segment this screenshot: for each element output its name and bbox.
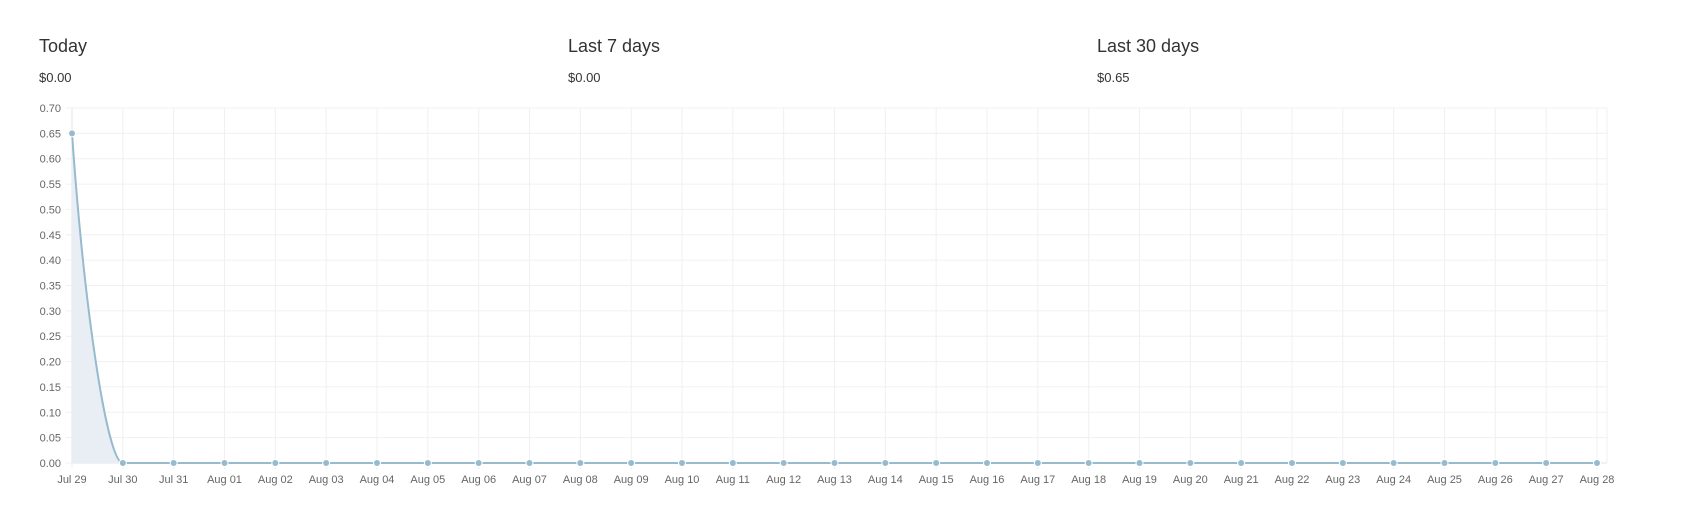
data-point bbox=[576, 459, 585, 467]
x-tick-label: Aug 07 bbox=[512, 474, 547, 486]
data-point bbox=[728, 459, 737, 467]
x-tick-label: Jul 29 bbox=[57, 474, 86, 486]
y-tick-label: 0.60 bbox=[40, 154, 61, 166]
x-tick-label: Aug 16 bbox=[970, 474, 1005, 486]
x-tick-label: Aug 17 bbox=[1020, 474, 1055, 486]
x-tick-label: Aug 01 bbox=[207, 474, 242, 486]
data-point bbox=[983, 459, 991, 467]
y-tick-label: 0.50 bbox=[40, 204, 61, 216]
y-tick-label: 0.40 bbox=[40, 255, 61, 267]
data-point bbox=[1440, 459, 1449, 467]
x-tick-label: Aug 04 bbox=[360, 474, 395, 486]
data-point bbox=[220, 459, 229, 467]
data-point bbox=[118, 459, 127, 467]
x-tick-label: Aug 03 bbox=[309, 474, 344, 486]
y-tick-label: 0.65 bbox=[40, 128, 61, 140]
data-point bbox=[881, 459, 890, 467]
x-tick-label: Aug 06 bbox=[461, 474, 496, 486]
x-tick-label: Aug 05 bbox=[410, 474, 445, 486]
data-point bbox=[271, 459, 280, 467]
y-axis-ticks: 0.00 0.05 0.10 0.15 0.20 0.25 0.30 0.35 0.40 0.45… bbox=[40, 103, 61, 470]
x-tick-label: Aug 28 bbox=[1580, 474, 1615, 486]
stat-today: Today $0.00 bbox=[39, 36, 87, 85]
y-tick-label: 0.45 bbox=[40, 230, 61, 242]
stats-row: Today $0.00 Last 7 days $0.00 Last 30 da… bbox=[39, 36, 1659, 96]
x-tick-label: Aug 09 bbox=[614, 474, 649, 486]
y-tick-label: 0.70 bbox=[40, 103, 61, 115]
x-tick-label: Aug 12 bbox=[766, 474, 801, 486]
data-point bbox=[1593, 459, 1601, 467]
chart-points bbox=[68, 129, 1601, 467]
x-tick-label: Aug 24 bbox=[1376, 474, 1411, 486]
data-point bbox=[1389, 459, 1398, 467]
x-tick-label: Aug 14 bbox=[868, 474, 903, 486]
stat-today-label: Today bbox=[39, 36, 88, 56]
y-tick-label: 0.10 bbox=[40, 407, 61, 419]
data-point bbox=[627, 459, 636, 467]
x-tick-label: Aug 18 bbox=[1071, 474, 1106, 486]
stat-today-value: $0.00 bbox=[39, 70, 72, 85]
y-tick-label: 0.00 bbox=[40, 458, 61, 470]
data-point bbox=[830, 459, 839, 467]
y-tick-label: 0.05 bbox=[40, 433, 61, 445]
x-tick-label: Jul 30 bbox=[108, 474, 137, 486]
y-tick-label: 0.20 bbox=[40, 357, 61, 369]
x-tick-label: Aug 08 bbox=[563, 474, 598, 486]
x-tick-label: Aug 21 bbox=[1224, 474, 1259, 486]
x-tick-label: Aug 25 bbox=[1427, 474, 1462, 486]
x-tick-label: Aug 23 bbox=[1325, 474, 1360, 486]
y-tick-label: 0.15 bbox=[40, 382, 61, 394]
y-tick-label: 0.55 bbox=[40, 179, 61, 191]
x-tick-label: Aug 27 bbox=[1529, 474, 1564, 486]
data-point bbox=[1135, 459, 1144, 467]
x-tick-label: Aug 20 bbox=[1173, 474, 1208, 486]
stat-last-30-days-value: $0.65 bbox=[1097, 70, 1130, 85]
data-point bbox=[1491, 459, 1500, 467]
data-point bbox=[1186, 459, 1195, 467]
data-point bbox=[1338, 459, 1347, 467]
y-tick-label: 0.25 bbox=[40, 331, 61, 343]
data-point bbox=[779, 459, 788, 467]
x-tick-label: Aug 26 bbox=[1478, 474, 1513, 486]
chart-grid bbox=[66, 107, 1608, 469]
stat-last-7-days-value: $0.00 bbox=[568, 70, 601, 85]
y-tick-label: 0.35 bbox=[40, 281, 61, 293]
x-tick-label: Aug 10 bbox=[665, 474, 700, 486]
stat-last-7-days-label: Last 7 days bbox=[568, 36, 661, 56]
data-point bbox=[1033, 459, 1042, 467]
data-point bbox=[474, 459, 483, 467]
x-tick-label: Aug 22 bbox=[1275, 474, 1310, 486]
data-point bbox=[678, 459, 686, 467]
data-point bbox=[1542, 459, 1551, 467]
x-tick-label: Aug 02 bbox=[258, 474, 293, 486]
data-point bbox=[373, 459, 381, 467]
data-point bbox=[525, 459, 534, 467]
x-tick-label: Aug 15 bbox=[919, 474, 954, 486]
x-tick-label: Aug 13 bbox=[817, 474, 852, 486]
x-axis-ticks: Jul 29 Jul 30 Jul 31 Aug 01 Aug 02 Aug 03 Aug … bbox=[57, 474, 1614, 486]
stat-last-30-days-label: Last 30 days bbox=[1097, 36, 1200, 56]
data-point bbox=[322, 459, 331, 467]
data-point bbox=[1237, 459, 1246, 467]
x-tick-label: Aug 19 bbox=[1122, 474, 1157, 486]
data-point bbox=[1288, 459, 1296, 467]
data-point bbox=[68, 129, 76, 138]
data-point bbox=[932, 459, 941, 467]
x-tick-label: Jul 31 bbox=[159, 474, 188, 486]
data-point bbox=[169, 459, 178, 467]
stat-last-7-days: Last 7 days $0.00 bbox=[568, 36, 660, 85]
data-point bbox=[423, 459, 432, 467]
data-point bbox=[1084, 459, 1093, 467]
x-tick-label: Aug 11 bbox=[716, 474, 750, 486]
stat-last-30-days: Last 30 days $0.65 bbox=[1097, 36, 1199, 85]
y-tick-label: 0.30 bbox=[40, 306, 61, 318]
